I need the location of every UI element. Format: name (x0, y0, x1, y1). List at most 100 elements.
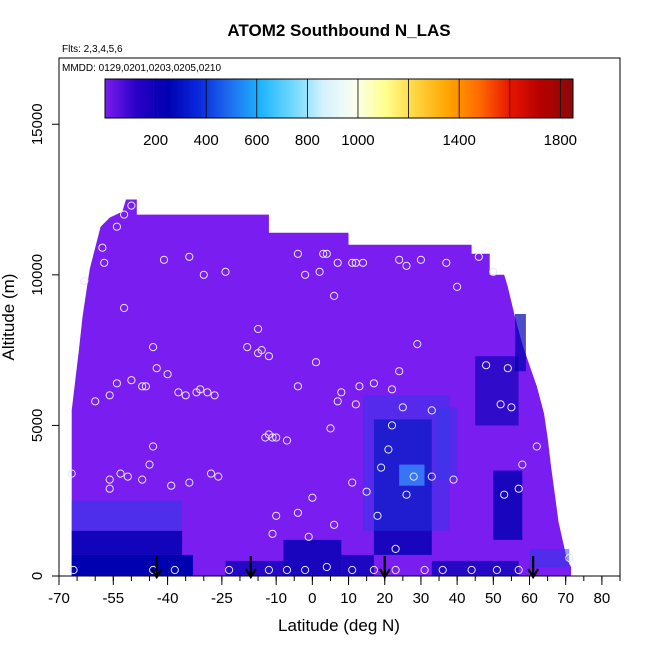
colorbar: 200 400 600 800 1000 1400 1800 (104, 78, 577, 149)
sample-point (268, 529, 277, 538)
chart-title: ATOM2 Southbound N_LAS (227, 21, 450, 40)
sample-point (330, 520, 339, 529)
sample-point (301, 270, 310, 279)
dates-note: MMDD: 0129,0201,0203,0205,0210 (62, 63, 221, 74)
low-value-region (71, 500, 183, 531)
sample-point (395, 255, 404, 264)
sample-point (438, 565, 447, 575)
sample-point (272, 433, 281, 442)
arrow-head (150, 568, 163, 580)
sample-point (518, 460, 527, 469)
sample-point (149, 343, 158, 352)
low-value-region (71, 530, 183, 555)
sample-point (500, 490, 509, 499)
sample-point (112, 379, 122, 388)
sample-point (514, 484, 523, 493)
sample-point (206, 469, 216, 478)
sample-point (427, 406, 436, 415)
sample-point (264, 352, 273, 361)
x-axis-title: Latitude (deg N) (278, 616, 400, 635)
sample-point (105, 391, 114, 400)
sample-point (221, 267, 230, 276)
sample-point (282, 436, 292, 445)
sample-point (322, 562, 331, 572)
arrow-head (244, 568, 257, 580)
colorbar-tick-label: 800 (295, 132, 320, 149)
x-tick-label: 0 (308, 590, 316, 607)
x-tick-label: 30 (413, 590, 430, 607)
sample-point (225, 565, 234, 575)
sample-point (257, 346, 266, 355)
sample-point (308, 493, 317, 502)
sample-point (330, 291, 339, 300)
sample-point (507, 403, 516, 412)
colorbar-tick-label: 200 (143, 132, 168, 149)
colorbar-tick-label: 400 (194, 132, 219, 149)
low-value-region (225, 560, 284, 576)
low-value-region (363, 395, 450, 531)
sample-point (301, 565, 310, 575)
sample-point (355, 382, 364, 391)
sample-point (163, 370, 172, 379)
sample-point (203, 388, 212, 397)
sample-point (152, 364, 161, 373)
sample-point (293, 508, 302, 517)
colorbar-tick-label: 1000 (341, 132, 374, 149)
sample-point (100, 258, 109, 267)
sample-point (127, 376, 136, 385)
sample-point (449, 475, 458, 484)
sample-point (69, 565, 78, 575)
sample-point (420, 565, 429, 575)
x-tick-label: -70 (48, 590, 70, 607)
heatmap-background (71, 199, 572, 576)
sample-point (116, 469, 125, 478)
low-value-region (475, 356, 519, 426)
colorbar-tick-label: 1800 (544, 132, 577, 149)
x-tick-label: 50 (485, 590, 502, 607)
sample-point (387, 385, 397, 394)
arrow-markers (150, 556, 540, 580)
sample-point (199, 270, 208, 279)
sample-point (170, 565, 179, 575)
sample-point (402, 490, 411, 499)
sample-point (427, 472, 436, 481)
sample-point (174, 388, 183, 397)
sample-point (272, 511, 281, 520)
sample-point (351, 400, 360, 409)
sample-point (474, 252, 483, 261)
sample-point (196, 385, 205, 394)
sample-point (492, 565, 501, 575)
y-axis: 0 5000 10000 15000 (29, 103, 59, 580)
arrow-marker (150, 556, 163, 580)
sample-point (138, 382, 147, 391)
x-tick-label: 40 (449, 590, 466, 607)
low-value-region (283, 539, 342, 576)
plot-frame (58, 57, 621, 577)
sample-point (293, 382, 302, 391)
sample-point (467, 565, 476, 575)
sample-point (185, 252, 194, 261)
sample-point (243, 343, 252, 352)
sample-point (145, 460, 154, 469)
sample-point (442, 258, 451, 267)
y-tick-label: 5000 (29, 409, 46, 442)
sample-point (315, 267, 324, 276)
x-tick-label: 20 (376, 590, 393, 607)
sample-point (333, 258, 342, 267)
sample-point (141, 382, 150, 391)
sample-point (333, 397, 342, 406)
sample-point (149, 442, 158, 451)
y-tick-label: 15000 (29, 103, 46, 145)
sample-point (496, 400, 505, 409)
sample-point (67, 469, 76, 478)
sample-point (413, 340, 422, 349)
sample-point (123, 472, 132, 481)
colorbar-tick-label: 600 (244, 132, 269, 149)
sample-point (416, 255, 425, 264)
low-value-region (435, 407, 458, 480)
sample-point (322, 249, 331, 258)
sample-point (348, 565, 357, 575)
flights-note: Flts: 2,3,4,5,6 (62, 44, 123, 55)
sample-point (80, 276, 89, 285)
